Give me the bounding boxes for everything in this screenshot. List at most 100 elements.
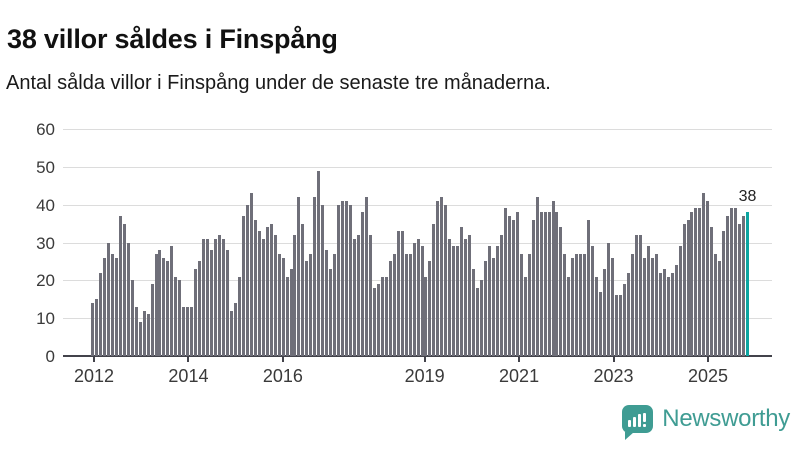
bar	[662, 268, 666, 356]
bar	[202, 238, 206, 356]
bar	[730, 208, 734, 356]
bar	[345, 200, 349, 356]
bar	[603, 268, 607, 356]
bar	[91, 303, 94, 356]
bar	[726, 216, 730, 356]
bar	[555, 212, 559, 356]
bar	[495, 246, 499, 356]
bar	[174, 276, 178, 356]
y-axis-tick-label: 50	[36, 157, 55, 177]
x-axis-line	[63, 355, 772, 357]
bar	[432, 223, 436, 356]
bar	[237, 276, 241, 356]
bar	[372, 287, 376, 356]
bar	[488, 246, 491, 356]
bar	[642, 257, 646, 356]
bar	[297, 197, 301, 356]
bar	[98, 272, 102, 356]
bar	[384, 276, 388, 356]
x-axis-tick-label: 2012	[73, 366, 115, 386]
bar	[388, 261, 392, 356]
bar	[341, 200, 345, 356]
bar	[368, 234, 372, 356]
bar	[718, 261, 722, 356]
page-title: 38 villor såldes i Finspång	[7, 24, 338, 55]
bar	[515, 212, 519, 356]
bar	[118, 216, 122, 356]
bar	[194, 268, 198, 356]
bar	[356, 234, 360, 356]
bar	[595, 276, 599, 356]
bar	[241, 216, 245, 356]
bar	[678, 246, 682, 356]
x-axis-tick-label: 2016	[262, 366, 303, 386]
bar	[301, 223, 305, 356]
bar	[722, 231, 726, 356]
bar	[698, 208, 702, 356]
bar	[674, 265, 678, 356]
bar	[738, 223, 742, 356]
bar	[412, 242, 416, 356]
bar	[317, 170, 321, 356]
gridline	[63, 166, 772, 168]
bar-chart-glyph	[628, 413, 647, 427]
bar	[178, 280, 182, 356]
bar	[638, 234, 642, 356]
bar	[210, 250, 214, 356]
x-axis-tick-label: 2023	[593, 366, 634, 386]
gridline	[63, 129, 772, 130]
bar	[591, 246, 595, 356]
bar	[464, 238, 468, 356]
bar	[182, 306, 186, 356]
bar	[281, 257, 285, 356]
bar	[416, 238, 420, 356]
bar	[329, 268, 333, 356]
bar	[277, 253, 281, 356]
bar	[428, 261, 432, 356]
newsworthy-logo-icon	[622, 405, 654, 440]
bar	[539, 212, 543, 356]
bar	[408, 253, 412, 356]
bar	[567, 276, 571, 356]
bar	[424, 276, 428, 356]
bar	[106, 242, 110, 356]
bar	[253, 219, 257, 356]
bar	[404, 253, 408, 356]
bar	[222, 238, 225, 356]
x-axis-tick-label: 2014	[168, 366, 209, 386]
bar	[563, 253, 567, 356]
bar	[206, 238, 210, 356]
bar	[142, 310, 146, 356]
bar	[309, 253, 313, 356]
bar	[476, 287, 480, 356]
bar	[626, 272, 630, 356]
bar	[499, 234, 503, 356]
bar	[313, 197, 317, 356]
bar	[257, 231, 261, 356]
x-axis-tick	[187, 356, 190, 362]
bar	[654, 253, 658, 356]
bar	[444, 204, 448, 356]
bar	[460, 227, 464, 356]
bar	[531, 219, 535, 356]
bar	[615, 295, 619, 356]
bar	[126, 242, 130, 356]
x-axis-tick	[423, 356, 426, 362]
x-axis-tick-label: 2021	[499, 366, 540, 386]
bar	[337, 204, 341, 356]
bar	[559, 227, 563, 356]
bar	[154, 253, 158, 356]
bar	[353, 238, 357, 356]
bar	[527, 253, 531, 356]
brand-name: Newsworthy	[662, 405, 790, 432]
bar	[400, 231, 404, 356]
x-axis-tick-label: 2019	[404, 366, 445, 386]
bar	[249, 193, 253, 356]
bar	[214, 238, 218, 356]
bar	[102, 257, 106, 356]
bar	[543, 212, 547, 356]
last-value-annotation: 38	[738, 188, 757, 206]
bar	[491, 257, 495, 356]
x-axis-tick-label: 2025	[687, 366, 728, 386]
